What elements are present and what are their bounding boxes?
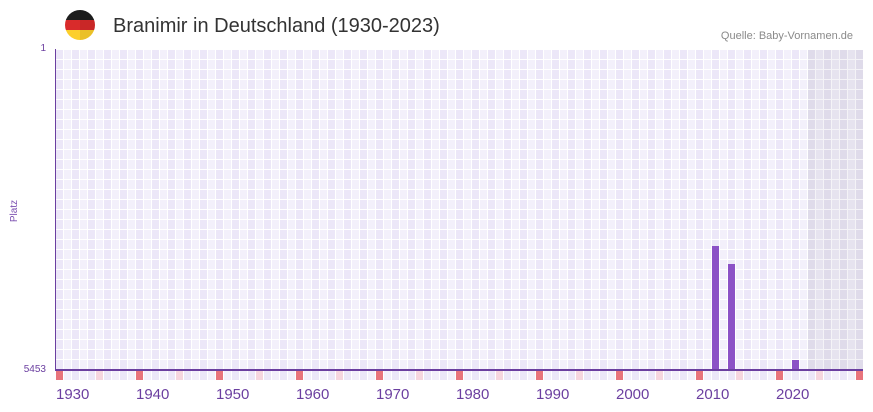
source-credit: Quelle: Baby-Vornamen.de	[720, 30, 853, 42]
x-tick-label: 1930	[56, 386, 90, 403]
x-tick-label: 1970	[376, 386, 410, 403]
chart-title: Branimir in Deutschland (1930-2023)	[113, 15, 440, 37]
x-tick-label: 1990	[536, 386, 570, 403]
x-tick-label: 1960	[296, 386, 330, 403]
bar[interactable]	[712, 246, 719, 370]
year-marker-strip	[56, 371, 863, 380]
x-tick-label: 2010	[696, 386, 730, 403]
x-axis-line	[55, 369, 863, 371]
plot-area	[56, 50, 863, 370]
y-tick-bottom: 5453	[23, 364, 46, 375]
x-tick-label: 1940	[136, 386, 170, 403]
x-tick-label: 1950	[216, 386, 250, 403]
germany-flag-icon	[65, 10, 95, 40]
x-tick-label: 1980	[456, 386, 490, 403]
y-tick-top: 1	[40, 43, 46, 54]
bar[interactable]	[792, 360, 799, 370]
y-axis-label: Platz	[9, 199, 20, 223]
x-tick-label: 2000	[616, 386, 650, 403]
bar[interactable]	[728, 264, 735, 370]
y-axis-line	[55, 49, 56, 371]
future-shaded-region	[808, 50, 863, 370]
x-tick-label: 2020	[776, 386, 810, 403]
